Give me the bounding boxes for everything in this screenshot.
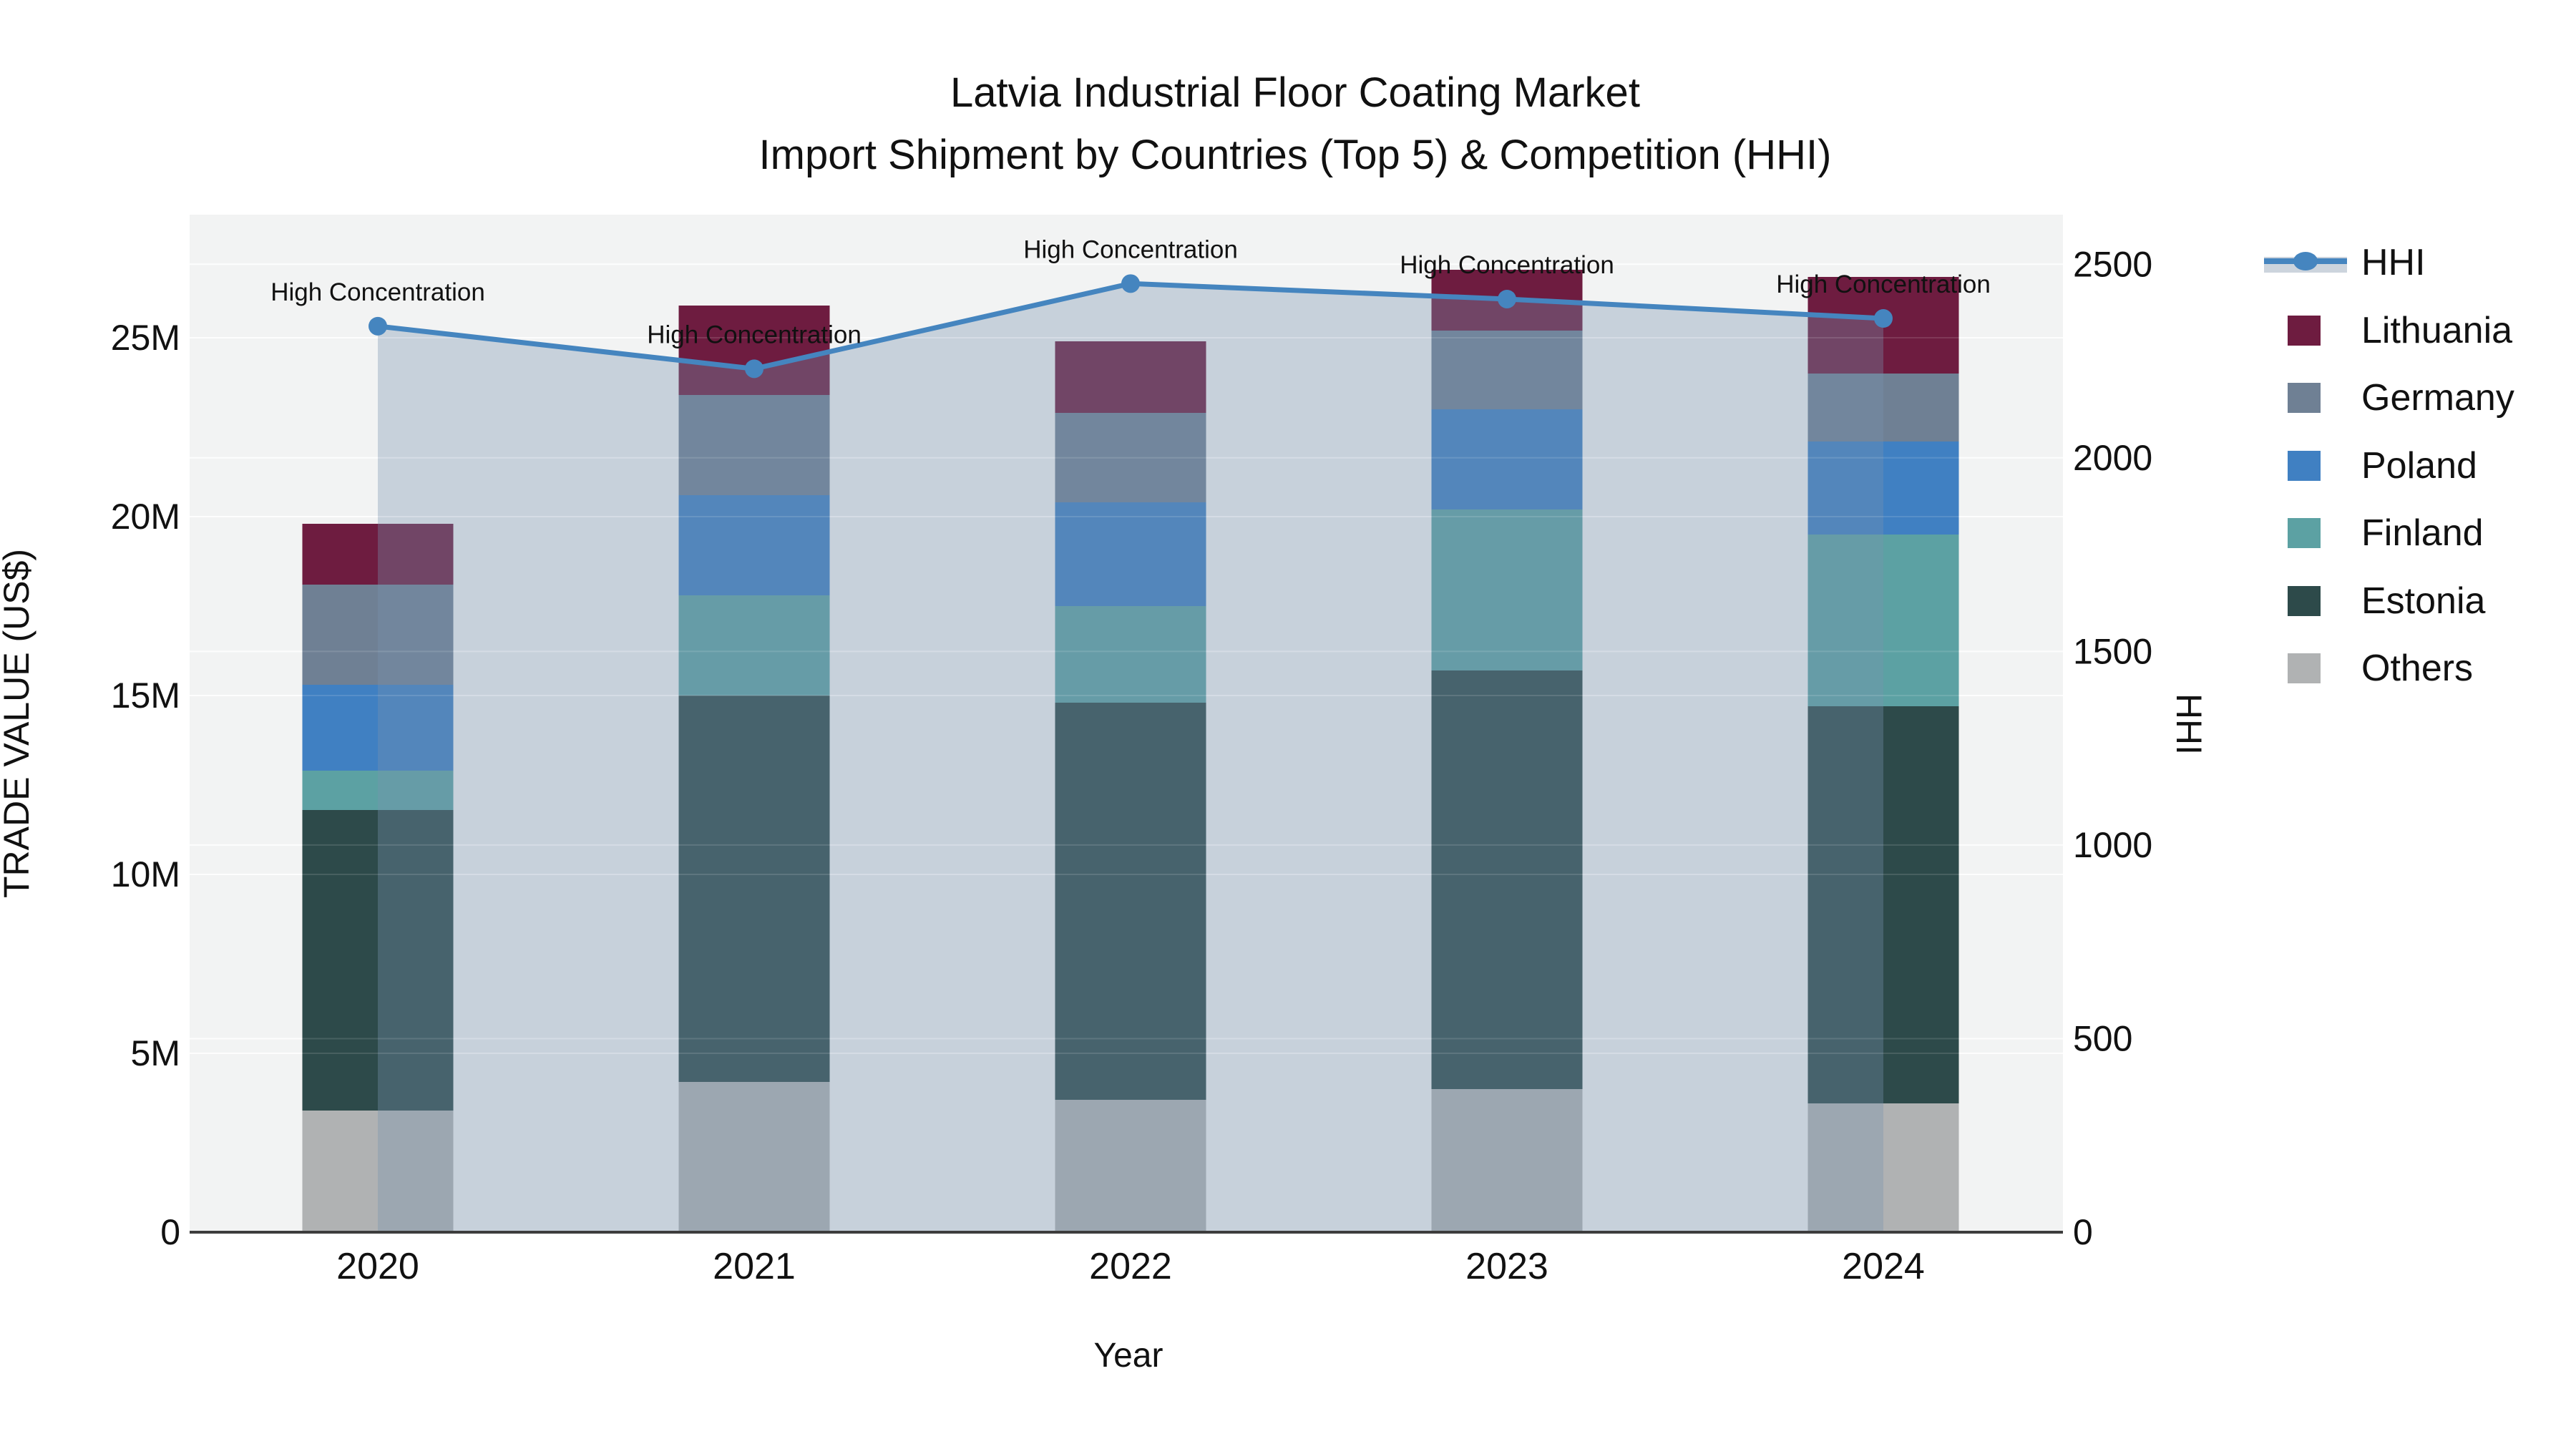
legend-label-lithuania: Lithuania xyxy=(2361,309,2513,351)
annotation-high-concentration-2021: High Concentration xyxy=(647,321,862,348)
legend-swatch-poland xyxy=(2288,450,2321,481)
title-block: Latvia Industrial Floor Coating Market I… xyxy=(0,62,2576,186)
legend-item-germany: Germany xyxy=(2264,364,2514,432)
bar-segment-lithuania-2022 xyxy=(1055,341,1206,413)
chart-title: Latvia Industrial Floor Coating Market xyxy=(950,69,1640,116)
hhi-line-sample-icon xyxy=(2264,252,2347,273)
y-right-tick-label: 1000 xyxy=(2073,825,2152,865)
legend-hhi-line-icon xyxy=(2264,240,2361,286)
legend-swatch-holder xyxy=(2264,510,2361,556)
x-tick-label: 2020 xyxy=(336,1246,419,1287)
bar-segment-germany-2024 xyxy=(1807,374,1959,441)
y-left-tick-label: 15M xyxy=(111,675,180,716)
x-tick-label: 2023 xyxy=(1465,1246,1548,1287)
legend-swatch-holder xyxy=(2264,375,2361,421)
legend-label-others: Others xyxy=(2361,648,2474,690)
y-left-tick-label: 20M xyxy=(111,497,180,537)
bar-segment-others-2024 xyxy=(1807,1103,1959,1232)
legend-swatch-germany xyxy=(2288,383,2321,414)
annotation-high-concentration-2023: High Concentration xyxy=(1400,251,1614,279)
legend-label-germany: Germany xyxy=(2361,377,2514,419)
bar-segment-germany-2020 xyxy=(302,585,454,685)
y-right-tick-label: 2500 xyxy=(2073,244,2152,284)
bar-segment-others-2020 xyxy=(302,1111,454,1232)
bar-segment-others-2021 xyxy=(678,1082,830,1232)
y-right-axis-title: HHI xyxy=(2169,693,2209,755)
bar-segment-finland-2021 xyxy=(678,595,830,696)
x-axis-title: Year xyxy=(1094,1337,1163,1375)
bar-segment-estonia-2021 xyxy=(678,696,830,1082)
hhi-area-fill xyxy=(378,283,1883,1232)
annotation-high-concentration-2024: High Concentration xyxy=(1776,270,1991,298)
bar-segment-finland-2023 xyxy=(1431,509,1583,670)
y-right-tick-label: 1500 xyxy=(2073,631,2152,671)
bar-segment-estonia-2023 xyxy=(1431,670,1583,1089)
bar-segment-germany-2023 xyxy=(1431,331,1583,409)
legend-label-finland: Finland xyxy=(2361,512,2484,555)
bar-segment-others-2022 xyxy=(1055,1100,1206,1232)
legend-label-hhi: HHI xyxy=(2361,242,2426,284)
bar-segment-poland-2023 xyxy=(1431,409,1583,509)
bar-segment-lithuania-2021 xyxy=(678,306,830,395)
bar-segment-germany-2022 xyxy=(1055,413,1206,502)
legend-label-poland: Poland xyxy=(2361,444,2477,487)
hhi-marker-2020 xyxy=(369,316,387,336)
hhi-marker-2023 xyxy=(1498,289,1516,308)
bar-segment-lithuania-2020 xyxy=(302,524,454,585)
legend-label-estonia: Estonia xyxy=(2361,580,2486,622)
bar-segment-finland-2024 xyxy=(1807,535,1959,706)
hhi-marker-2022 xyxy=(1121,274,1140,293)
legend: HHI Lithuania Germany Poland Finland Estonia O… xyxy=(2264,229,2514,703)
bar-segment-estonia-2022 xyxy=(1055,703,1206,1100)
bar-segment-poland-2024 xyxy=(1807,441,1959,535)
bar-segment-poland-2022 xyxy=(1055,502,1206,606)
legend-item-lithuania: Lithuania xyxy=(2264,297,2514,365)
bar-segment-germany-2021 xyxy=(678,395,830,495)
bar-segment-others-2023 xyxy=(1431,1089,1583,1232)
bar-segment-poland-2020 xyxy=(302,685,454,771)
bar-segment-poland-2021 xyxy=(678,495,830,595)
annotation-high-concentration-2022: High Concentration xyxy=(1023,235,1238,263)
legend-swatch-holder xyxy=(2264,578,2361,624)
hhi-marker-2021 xyxy=(745,359,763,379)
hhi-marker-2024 xyxy=(1874,309,1893,328)
bar-segment-estonia-2020 xyxy=(302,810,454,1111)
legend-item-hhi: HHI xyxy=(2264,229,2514,297)
bar-segment-estonia-2024 xyxy=(1807,706,1959,1103)
x-tick-label: 2024 xyxy=(1842,1246,1925,1287)
legend-item-others: Others xyxy=(2264,635,2514,703)
bar-segment-finland-2020 xyxy=(302,771,454,810)
y-right-tick-label: 500 xyxy=(2073,1018,2132,1058)
legend-item-estonia: Estonia xyxy=(2264,567,2514,635)
y-right-tick-label: 2000 xyxy=(2073,438,2152,478)
legend-item-finland: Finland xyxy=(2264,499,2514,567)
x-tick-label: 2021 xyxy=(713,1246,796,1287)
legend-swatch-holder xyxy=(2264,308,2361,353)
legend-item-poland: Poland xyxy=(2264,432,2514,500)
annotation-high-concentration-2020: High Concentration xyxy=(270,278,485,306)
legend-swatch-finland xyxy=(2288,518,2321,549)
y-left-axis-title: TRADE VALUE (US$) xyxy=(0,549,36,898)
legend-swatch-estonia xyxy=(2288,585,2321,616)
legend-swatch-holder xyxy=(2264,443,2361,489)
y-left-tick-label: 5M xyxy=(131,1033,180,1073)
y-right-tick-label: 0 xyxy=(2073,1212,2093,1252)
chart-subtitle: Import Shipment by Countries (Top 5) & C… xyxy=(758,132,1832,178)
y-left-tick-label: 0 xyxy=(160,1212,180,1252)
legend-swatch-holder xyxy=(2264,645,2361,691)
legend-swatch-lithuania xyxy=(2288,315,2321,346)
bar-segment-finland-2022 xyxy=(1055,606,1206,703)
legend-swatch-others xyxy=(2288,653,2321,684)
y-left-tick-label: 10M xyxy=(111,854,180,894)
x-tick-label: 2022 xyxy=(1089,1246,1172,1287)
y-left-tick-label: 25M xyxy=(111,318,180,358)
